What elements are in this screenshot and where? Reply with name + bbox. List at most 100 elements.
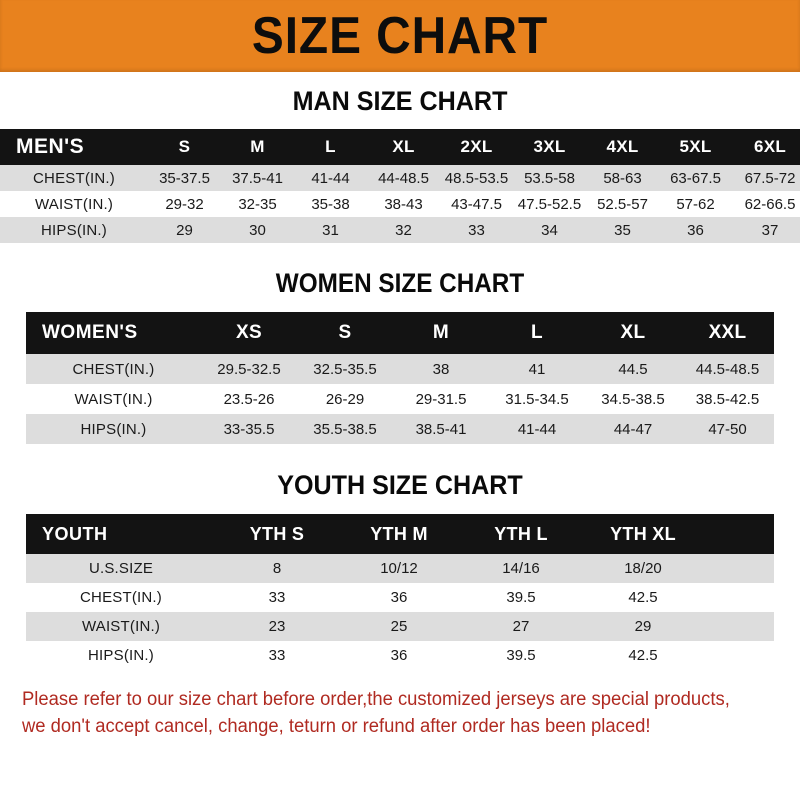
women-hips-2: 38.5-41 [393,414,489,444]
disclaimer-line-2: we don't accept cancel, change, teturn o… [22,716,651,737]
men-waist-4: 43-47.5 [440,191,513,217]
women-size-col-3: L [489,312,585,354]
youth-ussize-3: 18/20 [582,554,704,583]
men-row-label-chest: CHEST(IN.) [0,165,148,191]
men-size-col-7: 5XL [659,129,732,165]
youth-row-spacer [704,554,774,583]
table-row: U.S.SIZE 8 10/12 14/16 18/20 [26,554,774,583]
table-row: WAIST(IN.) 29-32 32-35 35-38 38-43 43-47… [0,191,800,217]
men-waist-0: 29-32 [148,191,221,217]
women-size-col-4: XL [585,312,681,354]
men-waist-7: 57-62 [659,191,732,217]
men-hips-4: 33 [440,217,513,243]
youth-chest-2: 39.5 [460,583,582,612]
women-row-label-waist: WAIST(IN.) [26,384,201,414]
youth-ussize-1: 10/12 [338,554,460,583]
men-size-col-8: 6XL [732,129,800,165]
youth-ussize-2: 14/16 [460,554,582,583]
women-chest-1: 32.5-35.5 [297,354,393,384]
women-hips-3: 41-44 [489,414,585,444]
youth-size-col-0: YTH S [216,514,338,554]
youth-size-col-3: YTH XL [582,514,704,554]
youth-row-spacer [704,612,774,641]
women-waist-4: 34.5-38.5 [585,384,681,414]
table-row: CHEST(IN.) 29.5-32.5 32.5-35.5 38 41 44.… [26,354,774,384]
youth-waist-1: 25 [338,612,460,641]
women-hips-4: 44-47 [585,414,681,444]
women-size-col-1: S [297,312,393,354]
page-banner: SIZE CHART [0,0,800,72]
section-title-women: WOMEN SIZE CHART [275,268,525,298]
table-row: CHEST(IN.) 35-37.5 37.5-41 41-44 44-48.5… [0,165,800,191]
youth-waist-3: 29 [582,612,704,641]
youth-size-col-1: YTH M [338,514,460,554]
women-table-tail [26,444,774,453]
men-waist-3: 38-43 [367,191,440,217]
men-size-col-2: L [294,129,367,165]
men-waist-2: 35-38 [294,191,367,217]
men-waist-1: 32-35 [221,191,294,217]
men-hips-1: 30 [221,217,294,243]
men-waist-8: 62-66.5 [732,191,800,217]
youth-row-label-waist: WAIST(IN.) [26,612,216,641]
men-hips-7: 36 [659,217,732,243]
men-chest-6: 58-63 [586,165,659,191]
youth-row-spacer [704,583,774,612]
men-size-table: MEN'S S M L XL 2XL 3XL 4XL 5XL 6XL CHEST… [0,129,800,243]
youth-waist-0: 23 [216,612,338,641]
youth-hips-2: 39.5 [460,641,582,670]
women-chest-0: 29.5-32.5 [201,354,297,384]
men-header-row: MEN'S S M L XL 2XL 3XL 4XL 5XL 6XL [0,129,800,165]
men-chest-0: 35-37.5 [148,165,221,191]
table-row: HIPS(IN.) 33 36 39.5 42.5 [26,641,774,670]
women-hips-1: 35.5-38.5 [297,414,393,444]
men-row-label-hips: HIPS(IN.) [0,217,148,243]
youth-header-row: YOUTH YTH S YTH M YTH L YTH XL [26,514,774,554]
women-chest-3: 41 [489,354,585,384]
men-size-col-1: M [221,129,294,165]
women-waist-1: 26-29 [297,384,393,414]
disclaimer-note: Please refer to our size chart before or… [22,686,755,740]
men-hips-6: 35 [586,217,659,243]
men-waist-6: 52.5-57 [586,191,659,217]
women-size-table: WOMEN'S XS S M L XL XXL CHEST(IN.) 29.5-… [26,312,774,444]
men-size-col-0: S [148,129,221,165]
men-waist-5: 47.5-52.5 [513,191,586,217]
table-row: HIPS(IN.) 33-35.5 35.5-38.5 38.5-41 41-4… [26,414,774,444]
women-size-col-0: XS [201,312,297,354]
men-hips-8: 37 [732,217,800,243]
men-hips-0: 29 [148,217,221,243]
women-hips-5: 47-50 [681,414,774,444]
women-row-label-hips: HIPS(IN.) [26,414,201,444]
women-waist-0: 23.5-26 [201,384,297,414]
women-chest-2: 38 [393,354,489,384]
women-hips-0: 33-35.5 [201,414,297,444]
women-waist-3: 31.5-34.5 [489,384,585,414]
youth-row-label-hips: HIPS(IN.) [26,641,216,670]
men-chest-3: 44-48.5 [367,165,440,191]
women-chest-5: 44.5-48.5 [681,354,774,384]
women-size-col-5: XXL [681,312,774,354]
women-chest-4: 44.5 [585,354,681,384]
men-chest-7: 63-67.5 [659,165,732,191]
men-chest-2: 41-44 [294,165,367,191]
youth-hips-3: 42.5 [582,641,704,670]
youth-row-label-ussize: U.S.SIZE [26,554,216,583]
men-size-col-5: 3XL [513,129,586,165]
men-size-col-4: 2XL [440,129,513,165]
table-row: WAIST(IN.) 23.5-26 26-29 29-31.5 31.5-34… [26,384,774,414]
women-waist-2: 29-31.5 [393,384,489,414]
youth-ussize-0: 8 [216,554,338,583]
women-header-row: WOMEN'S XS S M L XL XXL [26,312,774,354]
table-row: CHEST(IN.) 33 36 39.5 42.5 [26,583,774,612]
youth-size-col-2: YTH L [460,514,582,554]
youth-chest-3: 42.5 [582,583,704,612]
men-hips-3: 32 [367,217,440,243]
youth-row-label-chest: CHEST(IN.) [26,583,216,612]
page-title: SIZE CHART [251,7,549,65]
men-chest-8: 67.5-72 [732,165,800,191]
youth-group-label: YOUTH [26,514,216,554]
women-row-label-chest: CHEST(IN.) [26,354,201,384]
men-size-col-6: 4XL [586,129,659,165]
section-title-youth: YOUTH SIZE CHART [277,470,523,500]
